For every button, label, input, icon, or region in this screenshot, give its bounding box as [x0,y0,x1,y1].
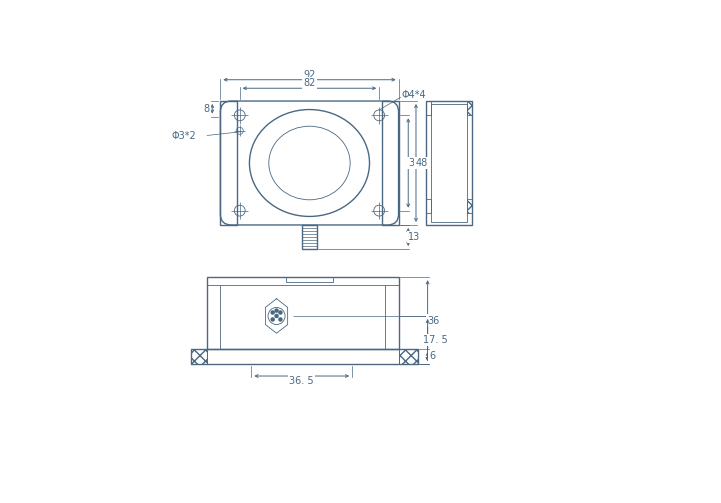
Bar [425,199,431,213]
Bar [425,101,472,225]
Text: 48: 48 [416,158,428,168]
Bar [302,225,317,249]
Bar [431,104,467,222]
Bar [191,349,207,364]
Text: 17. 5: 17. 5 [423,335,448,345]
Circle shape [275,314,278,317]
Text: Φ3*2: Φ3*2 [172,131,196,141]
Text: 92: 92 [304,70,316,79]
Bar [207,277,399,349]
Text: 13: 13 [408,232,420,242]
Bar [382,101,399,225]
Circle shape [271,318,274,321]
Circle shape [271,311,274,314]
Circle shape [275,309,278,312]
Text: 82: 82 [304,78,316,88]
Text: Φ4*4: Φ4*4 [402,90,426,100]
Text: 38: 38 [408,158,420,168]
Bar [425,101,431,115]
Circle shape [279,318,282,321]
Bar [191,349,418,364]
Bar [399,349,418,364]
Text: 6: 6 [429,352,435,362]
Circle shape [279,311,282,314]
Bar [286,277,332,282]
Bar [467,199,472,213]
Text: 36. 5: 36. 5 [289,376,314,386]
Bar [221,101,236,225]
Text: 36: 36 [428,315,440,325]
Text: 8: 8 [204,104,210,114]
Bar [467,101,472,115]
